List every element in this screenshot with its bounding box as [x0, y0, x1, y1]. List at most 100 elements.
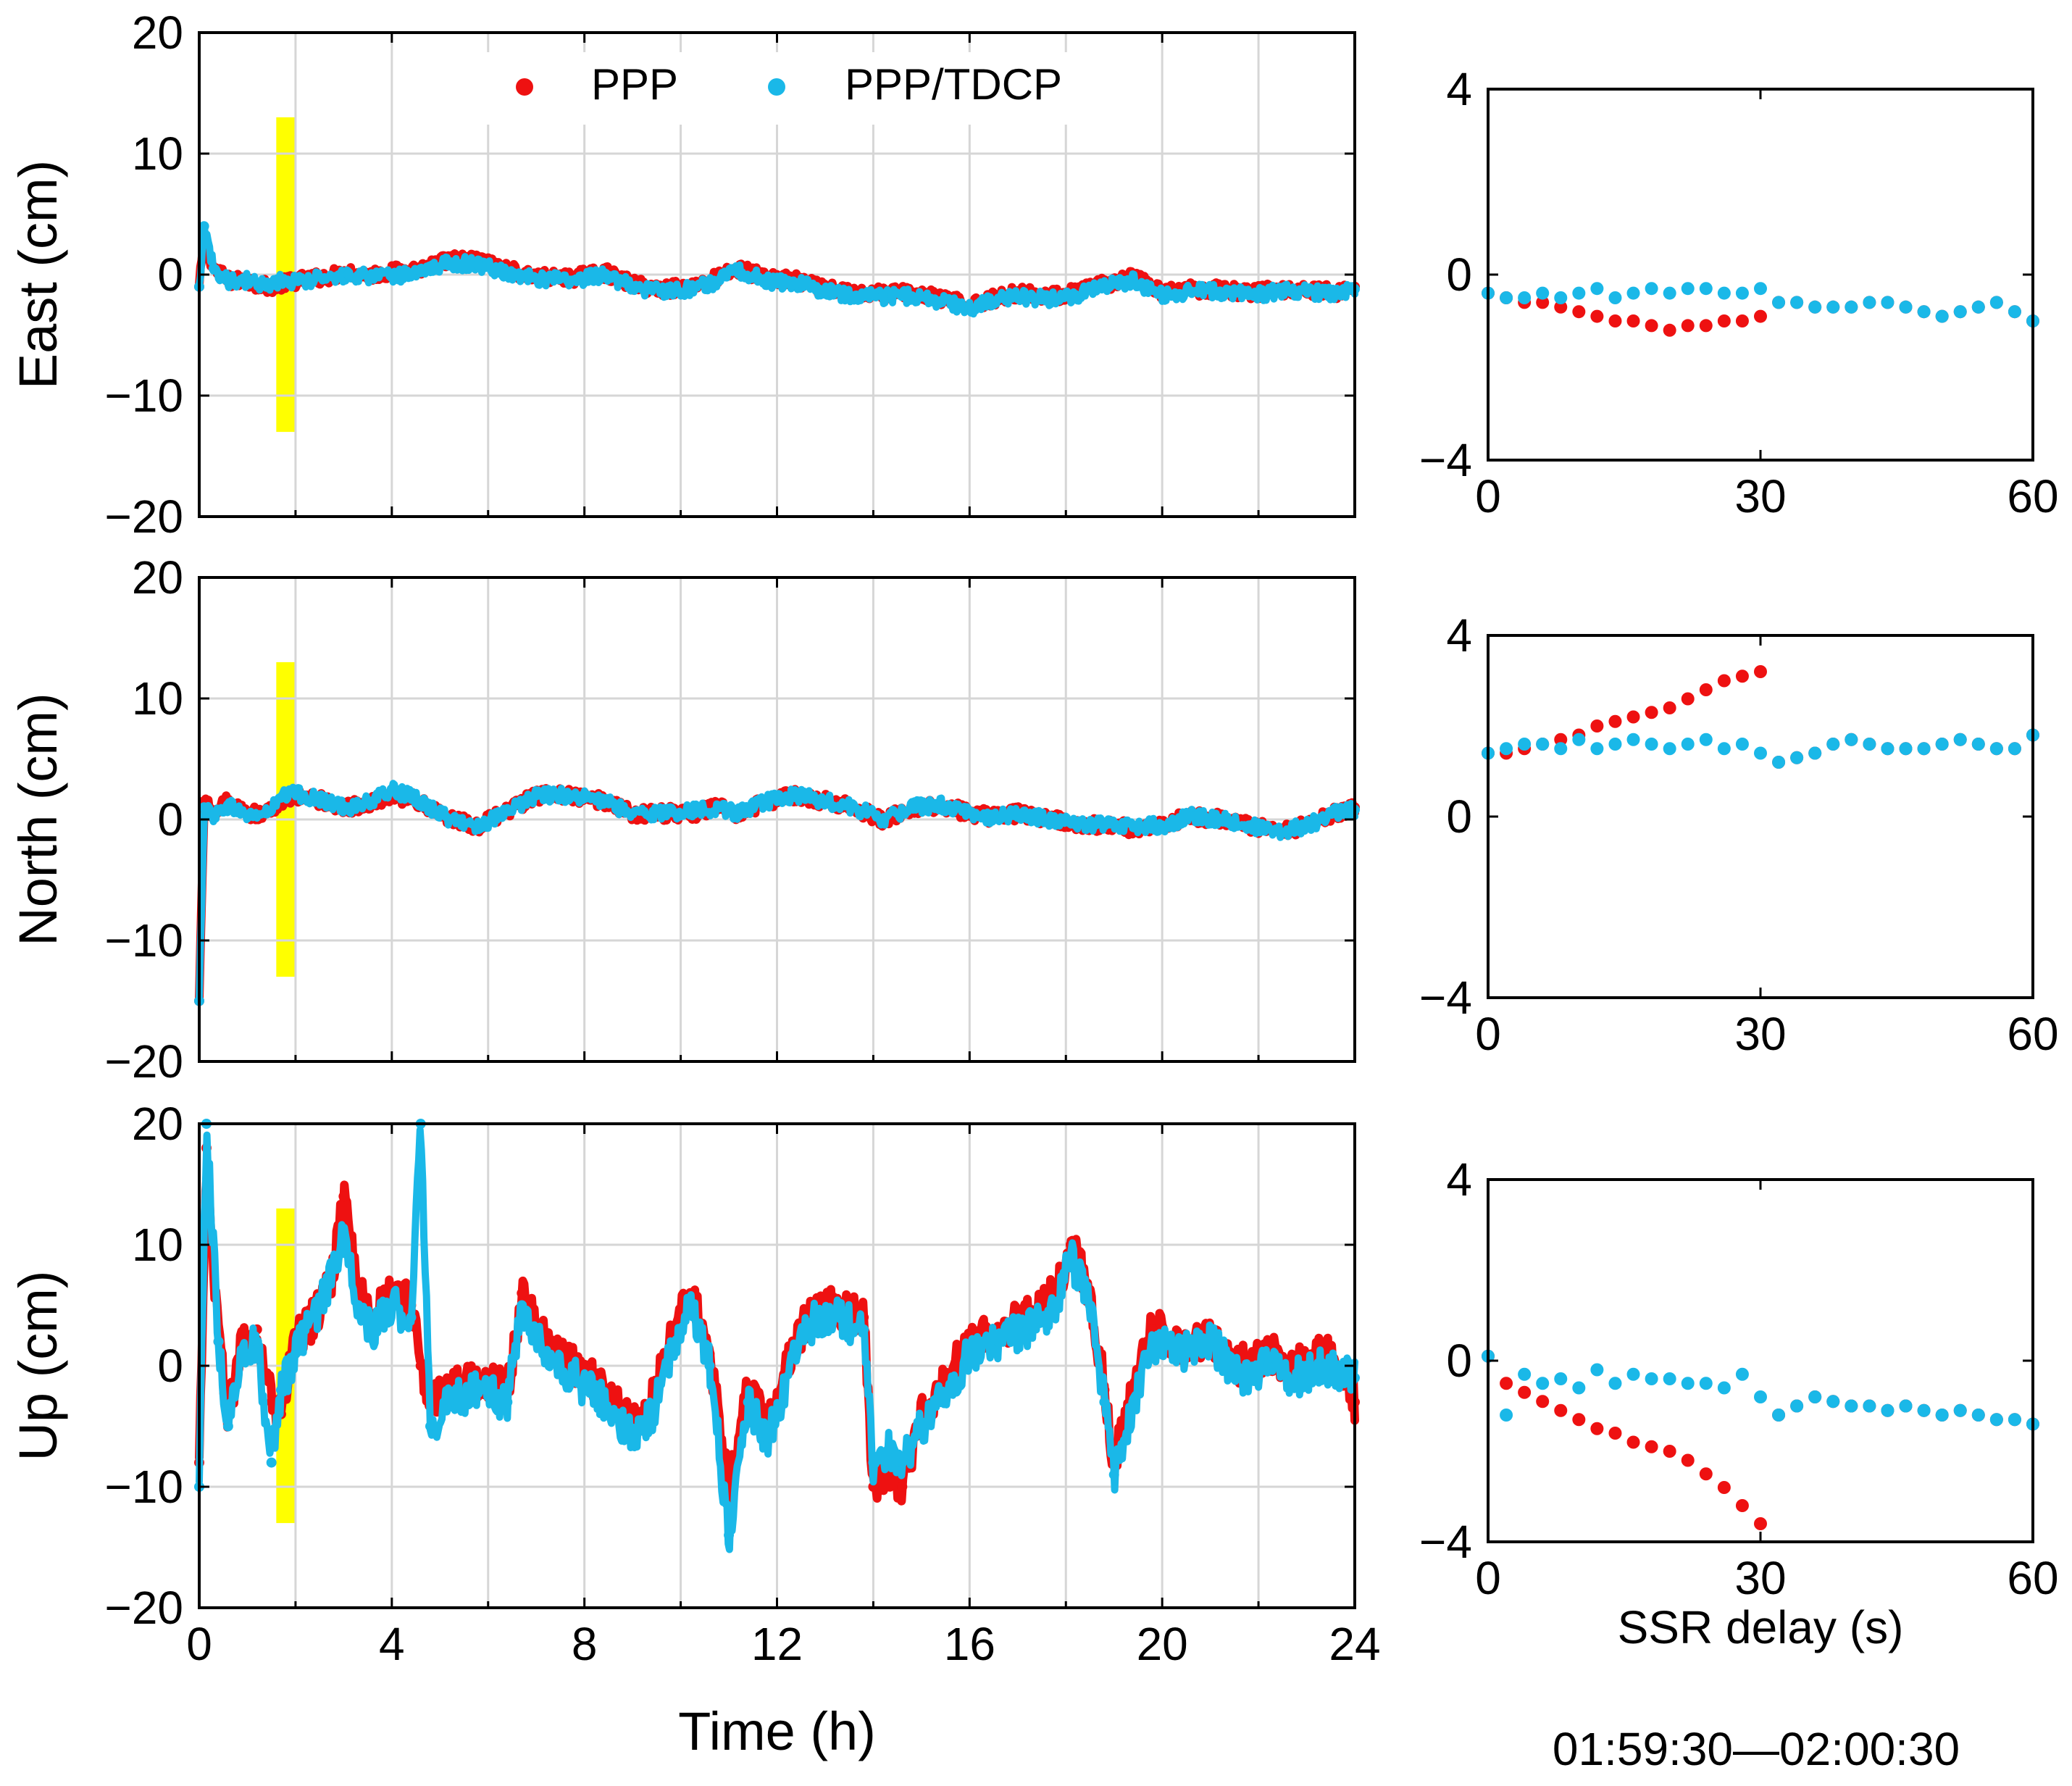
- y-tick-label: −10: [104, 914, 183, 967]
- data-point: [791, 278, 802, 288]
- data-point: [1717, 1481, 1731, 1494]
- data-point: [1301, 286, 1312, 297]
- y-tick-label: −20: [104, 491, 183, 543]
- data-point: [1590, 1363, 1604, 1377]
- data-point: [1989, 1413, 2003, 1427]
- data-point: [1971, 300, 1985, 314]
- data-point: [1128, 1397, 1139, 1408]
- data-point: [1681, 738, 1695, 751]
- data-point: [1214, 814, 1225, 825]
- data-point: [367, 1324, 378, 1335]
- data-point: [762, 1433, 773, 1444]
- legend-tdcp-label: PPP/TDCP: [845, 60, 1062, 109]
- data-point: [1663, 742, 1676, 756]
- data-point: [1272, 826, 1283, 837]
- data-point: [338, 1227, 349, 1238]
- data-point: [1554, 291, 1568, 304]
- data-point: [1176, 1348, 1187, 1359]
- data-point: [1518, 738, 1532, 751]
- data-point: [897, 1482, 908, 1492]
- data-point: [1953, 733, 1967, 746]
- data-point: [1735, 1499, 1749, 1512]
- y-tick-label: 4: [1446, 63, 1472, 115]
- data-point: [1772, 756, 1786, 769]
- data-point: [2008, 1413, 2021, 1427]
- data-point: [1717, 1381, 1731, 1395]
- data-point: [1065, 1251, 1076, 1262]
- legend-tdcp-marker: [768, 78, 785, 96]
- data-point: [1826, 738, 1840, 751]
- series-ppp-tdcp: [194, 221, 1360, 318]
- data-point: [1157, 290, 1168, 301]
- data-point: [1699, 733, 1713, 746]
- data-point: [1717, 314, 1731, 327]
- series-ppp-tdcp: [194, 780, 1360, 1006]
- data-point: [262, 281, 272, 292]
- data-point: [1590, 742, 1604, 756]
- x-tick-label: 12: [751, 1618, 803, 1670]
- data-point: [242, 810, 253, 821]
- data-point: [1536, 1377, 1550, 1390]
- data-point: [1590, 309, 1604, 323]
- data-point: [1536, 1395, 1550, 1409]
- y-tick-label: −4: [1419, 434, 1472, 486]
- data-point: [1186, 286, 1197, 297]
- data-point: [1881, 742, 1895, 756]
- x-tick-label: 60: [2007, 470, 2058, 522]
- data-point: [1754, 746, 1767, 760]
- data-point: [275, 1385, 286, 1395]
- data-point: [1645, 738, 1658, 751]
- data-point: [1899, 742, 1913, 756]
- data-point: [2008, 305, 2021, 319]
- data-point: [1572, 305, 1586, 319]
- y-tick-label: 20: [132, 551, 183, 604]
- data-point: [1717, 742, 1731, 756]
- data-point: [1663, 1372, 1676, 1385]
- x-tick-label: 0: [1475, 1552, 1501, 1604]
- data-point: [444, 814, 455, 825]
- data-point: [497, 267, 508, 278]
- data-point: [1626, 286, 1640, 300]
- data-point: [1518, 291, 1532, 304]
- data-point: [988, 296, 999, 306]
- data-point: [819, 796, 830, 806]
- y-tick-label: −4: [1419, 1516, 1472, 1568]
- data-point: [444, 1397, 455, 1408]
- data-point: [1272, 286, 1283, 297]
- data-point: [1518, 1367, 1532, 1381]
- series-ppp-tdcp: [194, 1119, 1360, 1553]
- data-point: [935, 296, 946, 306]
- data-point: [473, 1385, 484, 1395]
- data-point: [1608, 1377, 1622, 1390]
- data-point: [208, 263, 219, 274]
- y-tick-label: 0: [1446, 790, 1472, 843]
- data-point: [1699, 1377, 1713, 1390]
- data-point: [1645, 706, 1658, 719]
- legend-ppp-label: PPP: [591, 60, 678, 109]
- data-point: [290, 788, 301, 798]
- data-point: [1572, 1381, 1586, 1395]
- data-point: [791, 1348, 802, 1359]
- data-point: [1500, 742, 1513, 756]
- data-point: [1935, 1409, 1949, 1422]
- data-point: [906, 291, 917, 302]
- data-point: [1808, 746, 1822, 760]
- data-point: [964, 303, 975, 314]
- data-point: [859, 1324, 869, 1335]
- data-point: [762, 796, 773, 806]
- data-point: [1754, 665, 1767, 678]
- data-point: [1845, 300, 1858, 314]
- data-point: [1518, 1385, 1532, 1399]
- data-point: [1608, 714, 1622, 728]
- data-point: [1881, 1403, 1895, 1417]
- data-point: [266, 1397, 277, 1408]
- data-point: [1070, 290, 1081, 301]
- data-point: [1536, 296, 1550, 309]
- data-point: [1663, 701, 1676, 714]
- y-tick-label: 4: [1446, 609, 1472, 662]
- data-point: [1935, 738, 1949, 751]
- data-point: [868, 1457, 879, 1468]
- data-point: [343, 802, 354, 813]
- data-point: [1881, 296, 1895, 309]
- data-point: [877, 291, 888, 302]
